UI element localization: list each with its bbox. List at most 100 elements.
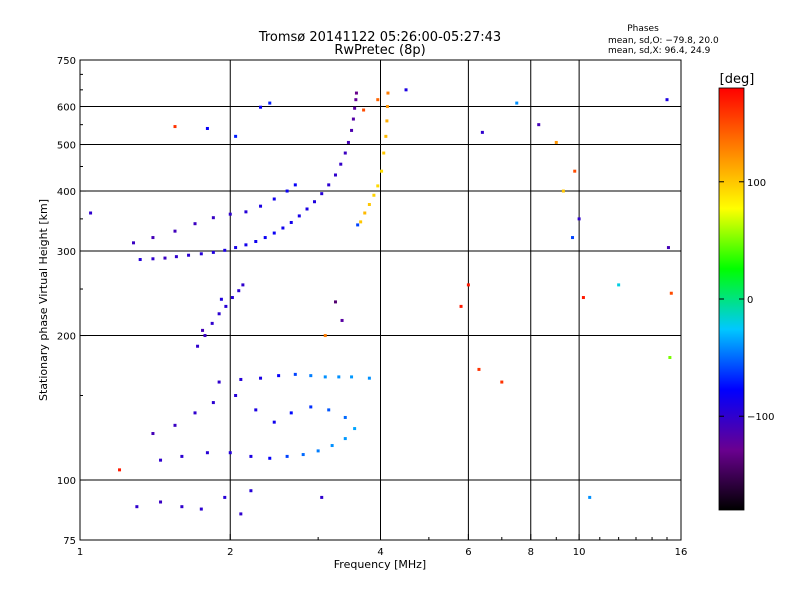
echo-point xyxy=(223,495,227,499)
echo-point xyxy=(244,243,248,247)
echo-point xyxy=(515,101,519,105)
echo-point xyxy=(199,507,203,511)
echo-point xyxy=(320,495,324,499)
echo-point xyxy=(297,214,301,218)
echo-point xyxy=(135,505,139,509)
chart-subtitle: RwPretec (8p) xyxy=(334,43,425,58)
x-axis-ticks: 1 2 4 6 8 10 16 xyxy=(77,534,687,558)
echo-point xyxy=(362,108,366,112)
echo-point xyxy=(254,408,258,412)
echo-point xyxy=(180,505,184,509)
echo-point xyxy=(561,189,565,193)
echo-point xyxy=(343,415,347,419)
echo-point xyxy=(211,250,215,254)
echo-point xyxy=(285,189,289,193)
echo-point xyxy=(159,458,163,462)
echo-point xyxy=(263,236,267,240)
echo-point xyxy=(210,321,214,325)
echo-point xyxy=(327,183,331,187)
echo-point xyxy=(272,231,276,235)
echo-point xyxy=(312,200,316,204)
echo-point xyxy=(219,297,223,301)
echo-point xyxy=(174,255,178,259)
echo-point xyxy=(199,252,203,256)
echo-point xyxy=(359,220,363,224)
echo-point xyxy=(343,151,347,155)
echo-point xyxy=(385,119,389,123)
x-axis-label: Frequency [MHz] xyxy=(334,558,426,571)
echo-point xyxy=(301,453,305,457)
echo-point xyxy=(350,375,354,379)
echo-point xyxy=(272,420,276,424)
echo-point xyxy=(230,296,234,300)
echo-point xyxy=(404,88,408,92)
echo-point xyxy=(259,204,263,208)
y-axis-label: Stationary phase Virtual Height [km] xyxy=(37,199,50,401)
echo-point xyxy=(151,432,155,436)
x-tick-label: 6 xyxy=(465,547,471,558)
echo-point xyxy=(173,125,177,129)
echo-point xyxy=(239,377,243,381)
echo-point xyxy=(217,312,221,316)
echo-point xyxy=(234,394,238,398)
echo-point xyxy=(211,216,215,220)
y-tick-label: 600 xyxy=(57,103,76,114)
echo-point xyxy=(588,495,592,499)
echo-point xyxy=(367,376,371,380)
echo-point xyxy=(217,380,221,384)
echo-point xyxy=(159,500,163,504)
y-tick-label: 500 xyxy=(57,141,76,152)
echo-point xyxy=(259,376,263,380)
echo-point xyxy=(241,283,245,287)
colorbar-tick-label: 0 xyxy=(747,295,753,306)
echo-points xyxy=(89,88,673,516)
echo-point xyxy=(346,140,350,144)
echo-point xyxy=(376,184,380,188)
echo-point xyxy=(268,456,272,460)
echo-point xyxy=(289,411,293,415)
echo-point xyxy=(666,246,670,250)
echo-point xyxy=(665,98,669,102)
echo-point xyxy=(571,236,575,240)
echo-point xyxy=(281,226,285,230)
echo-point xyxy=(363,211,367,215)
plot-grid xyxy=(80,60,681,540)
echo-point xyxy=(237,289,241,293)
echo-point xyxy=(228,212,232,216)
echo-point xyxy=(330,444,334,448)
phase-heading: Phases xyxy=(627,24,659,34)
colorbar-unit-label: [deg] xyxy=(720,72,755,87)
echo-point xyxy=(203,334,207,338)
echo-point xyxy=(337,375,341,379)
echo-point xyxy=(228,451,232,455)
echo-point xyxy=(323,334,327,338)
echo-point xyxy=(205,451,209,455)
echo-point xyxy=(285,454,289,458)
echo-point xyxy=(89,211,93,215)
echo-point xyxy=(577,217,581,221)
x-tick-label: 1 xyxy=(77,547,83,558)
echo-point xyxy=(163,256,167,260)
echo-point xyxy=(293,183,297,187)
phase-x-stats: mean, sd,X: 96.4, 24.9 xyxy=(608,46,711,56)
echo-point xyxy=(224,304,228,308)
echo-point xyxy=(234,246,238,250)
echo-point xyxy=(333,173,337,177)
echo-point xyxy=(151,257,155,261)
echo-point xyxy=(537,123,541,127)
echo-point xyxy=(573,169,577,173)
y-tick-label: 750 xyxy=(57,56,76,67)
echo-point xyxy=(500,380,504,384)
echo-point xyxy=(316,449,320,453)
y-tick-label: 300 xyxy=(57,247,76,258)
echo-point xyxy=(234,134,238,138)
echo-point xyxy=(356,223,360,227)
echo-point xyxy=(196,344,200,348)
colorbar-tick-label: −100 xyxy=(747,412,774,423)
echo-point xyxy=(193,222,197,226)
echo-point xyxy=(187,253,191,257)
echo-point xyxy=(323,375,327,379)
echo-point xyxy=(201,328,205,332)
echo-point xyxy=(193,411,197,415)
